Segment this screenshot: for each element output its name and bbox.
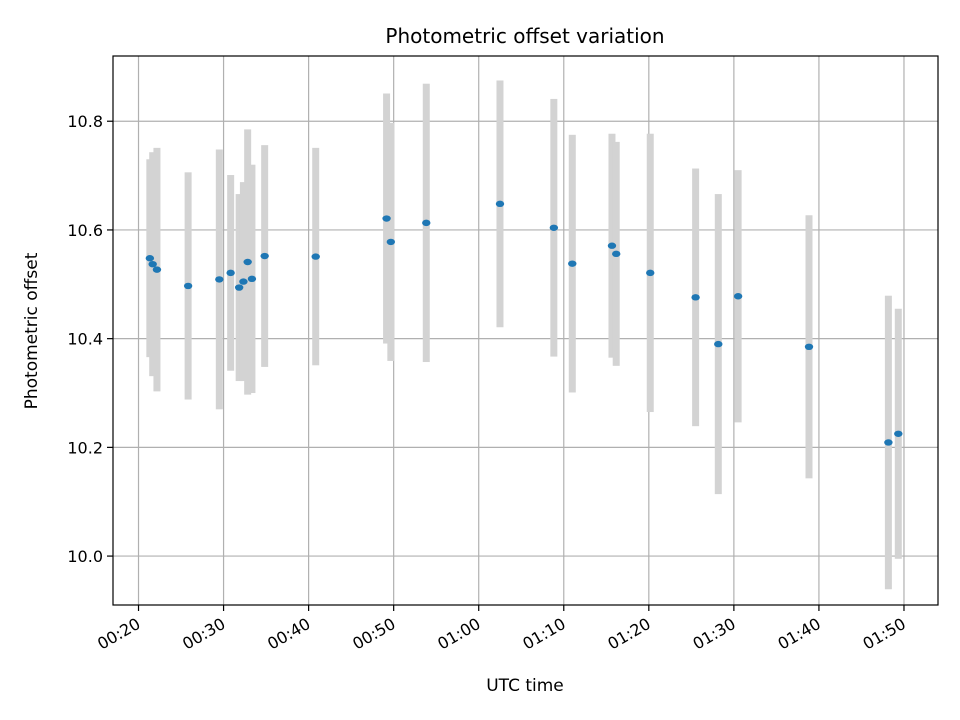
data-point — [234, 284, 244, 291]
data-point — [894, 430, 903, 437]
gridlines — [113, 56, 938, 605]
x-axis-label: UTC time — [486, 676, 564, 696]
data-point — [607, 242, 617, 249]
data-point — [549, 224, 559, 231]
data-point — [714, 340, 723, 348]
data-point — [239, 278, 248, 285]
data-point — [804, 343, 814, 351]
data-point — [311, 253, 320, 260]
y-tick-label: 10.8 — [67, 112, 103, 131]
y-axis-label: Photometric offset — [22, 252, 42, 409]
data-point — [568, 260, 577, 267]
data-point — [386, 238, 396, 246]
data-point — [183, 282, 193, 290]
data-point — [260, 252, 269, 260]
data-markers — [145, 200, 903, 446]
data-point — [691, 294, 700, 301]
chart-title: Photometric offset variation — [385, 24, 664, 48]
y-tick-label: 10.4 — [67, 330, 103, 349]
data-point — [226, 269, 235, 277]
y-tick-label: 10.6 — [67, 221, 103, 240]
data-point — [215, 276, 224, 283]
data-point — [646, 269, 655, 277]
data-point — [382, 215, 391, 222]
plot-frame — [112, 55, 939, 606]
data-point — [145, 255, 155, 262]
data-point — [152, 266, 162, 273]
data-point — [148, 260, 157, 268]
data-point — [495, 200, 505, 208]
data-point — [247, 275, 257, 283]
data-point — [612, 250, 621, 258]
y-tick-label: 10.0 — [67, 547, 103, 566]
data-point — [733, 293, 743, 300]
y-tick-label: 10.2 — [67, 438, 103, 457]
data-point — [884, 439, 893, 446]
data-point — [243, 258, 252, 266]
data-point — [422, 219, 431, 227]
